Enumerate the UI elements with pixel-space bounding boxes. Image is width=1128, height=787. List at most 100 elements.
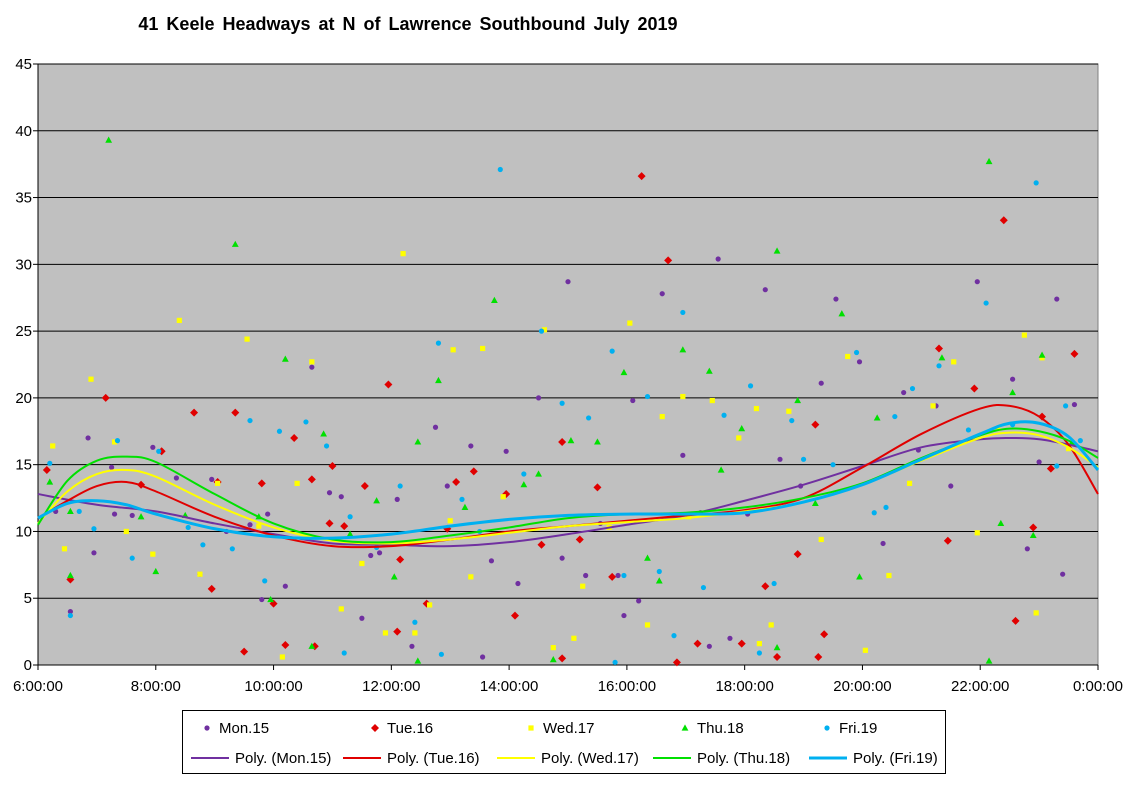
legend-item: Thu.18 bbox=[679, 713, 744, 743]
data-point bbox=[150, 444, 156, 450]
data-point bbox=[373, 497, 381, 504]
legend-label: Fri.19 bbox=[839, 719, 878, 737]
legend-item: Poly. (Tue.16) bbox=[343, 743, 480, 773]
data-point bbox=[672, 658, 681, 667]
data-point bbox=[276, 428, 283, 434]
data-point bbox=[644, 554, 651, 561]
data-point bbox=[856, 359, 863, 365]
x-tick-label: 14:00:00 bbox=[480, 678, 538, 695]
data-point bbox=[559, 555, 565, 561]
legend-item: Poly. (Wed.17) bbox=[497, 743, 639, 773]
x-tick-label: 18:00:00 bbox=[715, 678, 773, 695]
data-point bbox=[541, 327, 548, 333]
trendline bbox=[37, 427, 1099, 544]
data-point bbox=[680, 309, 686, 316]
data-point bbox=[432, 424, 439, 430]
data-point bbox=[535, 395, 542, 401]
y-axis: 0 5 10 15 20 25 30 35 40 45 bbox=[15, 56, 39, 674]
data-point bbox=[974, 530, 980, 536]
legend-item: Poly. (Thu.18) bbox=[653, 743, 790, 773]
data-points bbox=[42, 136, 1083, 667]
data-point bbox=[409, 643, 415, 649]
data-point bbox=[999, 216, 1008, 225]
data-point bbox=[452, 478, 461, 487]
data-point bbox=[773, 652, 782, 661]
data-point bbox=[320, 430, 328, 437]
data-point bbox=[231, 408, 240, 417]
data-point bbox=[1033, 610, 1039, 616]
data-point bbox=[777, 456, 783, 462]
data-point bbox=[185, 524, 191, 531]
data-point bbox=[156, 448, 162, 454]
data-point bbox=[995, 426, 1001, 432]
data-point bbox=[307, 475, 316, 484]
data-point bbox=[384, 380, 393, 389]
data-point bbox=[359, 615, 365, 621]
data-point bbox=[727, 635, 733, 641]
legend-marker-shape bbox=[371, 724, 379, 732]
y-tick-label: 45 bbox=[15, 56, 32, 73]
data-point bbox=[680, 393, 686, 400]
legend-marker bbox=[204, 725, 210, 731]
data-point bbox=[970, 384, 979, 393]
data-point bbox=[738, 425, 746, 432]
data-point bbox=[176, 317, 182, 324]
data-point bbox=[615, 572, 621, 579]
plot-background bbox=[37, 63, 1099, 666]
data-point bbox=[686, 514, 692, 520]
data-point bbox=[247, 417, 253, 424]
data-point bbox=[1054, 296, 1060, 302]
data-point bbox=[550, 645, 556, 651]
chart-title: 41 Keele Headways at N of Lawrence South… bbox=[138, 14, 678, 34]
data-point bbox=[111, 439, 118, 445]
data-point bbox=[535, 470, 542, 477]
data-point bbox=[256, 523, 262, 529]
data-point bbox=[390, 573, 398, 580]
legend-label: Mon.15 bbox=[219, 719, 270, 737]
data-point bbox=[753, 405, 760, 412]
data-point bbox=[461, 503, 469, 511]
data-point bbox=[705, 367, 713, 374]
x-tick-label: 12:00:00 bbox=[362, 678, 420, 695]
y-tick-label: 15 bbox=[15, 457, 32, 474]
data-point bbox=[717, 466, 725, 473]
data-point bbox=[294, 480, 300, 486]
data-point bbox=[396, 555, 405, 564]
data-point bbox=[580, 583, 586, 589]
data-point bbox=[880, 540, 886, 547]
data-point bbox=[845, 353, 851, 360]
legend-item: Wed.17 bbox=[525, 713, 594, 743]
data-point bbox=[736, 435, 742, 441]
data-point bbox=[114, 438, 121, 444]
data-point bbox=[282, 583, 288, 589]
data-point bbox=[197, 571, 203, 577]
data-point bbox=[444, 483, 450, 489]
legend-label: Wed.17 bbox=[543, 719, 595, 737]
legend: Mon.15 Tue.16 Wed.17 Thu.18 Fri.19 Poly. (Mo… bbox=[182, 710, 946, 774]
data-point bbox=[450, 347, 456, 353]
legend-label: Poly. (Thu.18) bbox=[697, 749, 791, 767]
data-point bbox=[621, 572, 627, 579]
y-tick-label: 5 bbox=[24, 590, 32, 607]
data-point bbox=[853, 349, 860, 356]
legend-line bbox=[343, 757, 381, 759]
x-tick-label: 16:00:00 bbox=[598, 678, 656, 695]
data-point bbox=[265, 511, 271, 517]
data-point bbox=[323, 443, 330, 449]
legend-item: Poly. (Fri.19) bbox=[809, 743, 938, 773]
data-point bbox=[558, 437, 567, 446]
data-point bbox=[820, 630, 829, 639]
data-point bbox=[414, 657, 422, 664]
data-point bbox=[1029, 531, 1037, 539]
x-tick-label: 20:00:00 bbox=[833, 678, 891, 695]
data-point bbox=[794, 396, 802, 404]
data-point bbox=[1021, 332, 1027, 338]
data-point bbox=[338, 606, 344, 612]
data-point bbox=[768, 622, 774, 628]
data-point bbox=[376, 550, 383, 556]
data-point bbox=[66, 571, 74, 579]
data-point bbox=[290, 433, 299, 442]
data-point bbox=[244, 336, 250, 342]
data-point bbox=[983, 300, 989, 306]
legend-label: Poly. (Wed.17) bbox=[541, 749, 639, 767]
